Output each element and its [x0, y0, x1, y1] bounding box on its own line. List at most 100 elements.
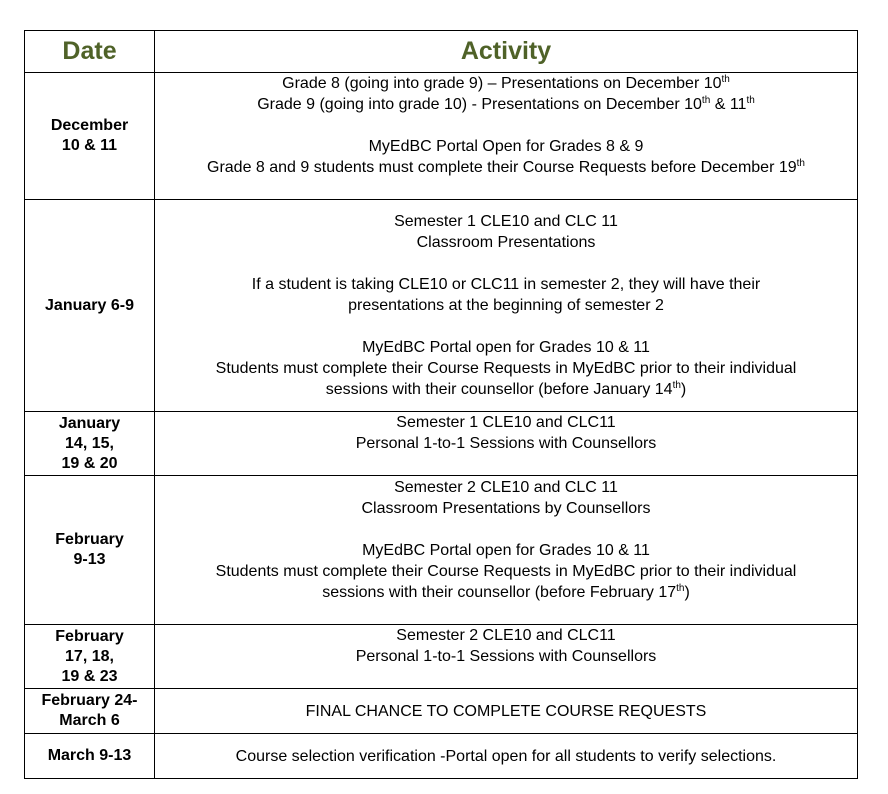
activity-text: sessions with their counsellor (before J… [325, 381, 673, 398]
activity-line: MyEdBC Portal Open for Grades 8 & 9 [155, 136, 857, 157]
date-cell: February 24- March 6 [24, 688, 155, 734]
activity-text: Personal 1-to-1 Sessions with Counsellor… [355, 435, 657, 452]
activity-line [155, 316, 857, 337]
activity-line: sessions with their counsellor (before F… [155, 582, 857, 603]
activity-line [155, 667, 857, 688]
date-cell: January 6-9 [24, 199, 155, 412]
activity-text: sessions with their counsellor (before F… [322, 583, 677, 601]
date-line: March 6 [59, 712, 120, 729]
ordinal-suffix: th [672, 380, 681, 391]
date-cell: December 10 & 11 [24, 72, 155, 200]
activity-cell: Grade 8 (going into grade 9) – Presentat… [154, 72, 858, 200]
activity-line [155, 178, 857, 199]
activity-text: Semester 2 CLE10 and CLC11 [396, 627, 616, 644]
date-header: Date [24, 30, 155, 73]
activity-text: Semester 1 CLE10 and CLC 11 [394, 213, 618, 230]
ordinal-suffix: th [746, 95, 755, 106]
activity-line: Grade 9 (going into grade 10) - Presenta… [155, 94, 857, 115]
activity-text: Classroom Presentations [416, 234, 596, 251]
activity-line [155, 603, 857, 624]
activity-line: Personal 1-to-1 Sessions with Counsellor… [155, 646, 857, 667]
activity-text: ) [684, 583, 690, 601]
table-row: February 17, 18, 19 & 23 Semester 2 CLE10 a… [24, 624, 858, 689]
table-row: February 9-13 Semester 2 CLE10 and CLC 11 C… [24, 475, 858, 625]
ordinal-suffix: th [676, 582, 685, 594]
activity-line: Semester 2 CLE10 and CLC11 [155, 625, 857, 646]
activity-line: presentations at the beginning of semest… [155, 295, 857, 316]
ordinal-suffix: th [796, 158, 805, 169]
date-cell: February 9-13 [24, 475, 155, 625]
activity-text: FINAL CHANCE TO COMPLETE COURSE REQUESTS [305, 702, 707, 720]
activity-cell: FINAL CHANCE TO COMPLETE COURSE REQUESTS [154, 688, 858, 734]
date-line: 9-13 [73, 551, 106, 568]
table-row: December 10 & 11 Grade 8 (going into grade… [24, 72, 858, 200]
activity-line: Personal 1-to-1 Sessions with Counsellor… [155, 433, 857, 454]
date-line: January 6-9 [45, 296, 134, 314]
activity-cell: Semester 1 CLE10 and CLC11 Personal 1-to-… [154, 411, 858, 476]
date-line: February [55, 531, 124, 548]
activity-line [155, 454, 857, 475]
ordinal-suffix: th [721, 74, 730, 85]
activity-line [155, 115, 857, 136]
activity-text: Classroom Presentations by Counsellors [361, 499, 651, 517]
activity-line: sessions with their counsellor (before J… [155, 379, 857, 400]
activity-text: Grade 9 (going into grade 10) - Presenta… [257, 96, 702, 113]
date-cell: March 9-13 [24, 733, 155, 779]
activity-text: MyEdBC Portal open for Grades 10 & 11 [362, 339, 650, 356]
activity-text: presentations at the beginning of semest… [348, 297, 664, 314]
activity-line: Classroom Presentations [155, 232, 857, 253]
table-row: March 9-13 Course selection verification … [24, 733, 858, 779]
date-line: February 24- [41, 692, 138, 709]
activity-cell: Semester 2 CLE10 and CLC 11 Classroom Pre… [154, 475, 858, 625]
activity-line: Grade 8 and 9 students must complete the… [155, 157, 857, 178]
activity-text: MyEdBC Portal Open for Grades 8 & 9 [368, 138, 644, 155]
activity-text: If a student is taking CLE10 or CLC11 in… [251, 276, 761, 293]
activity-cell: Semester 1 CLE10 and CLC 11 Classroom Pre… [154, 199, 858, 412]
date-line: 10 & 11 [61, 137, 118, 154]
header-row: Date Activity [24, 30, 858, 73]
activity-text: Students must complete their Course Requ… [215, 562, 797, 580]
ordinal-suffix: th [701, 95, 711, 106]
activity-text: Personal 1-to-1 Sessions with Counsellor… [355, 648, 657, 665]
date-line: January [58, 414, 121, 432]
table-row: January 14, 15, 19 & 20 Semester 1 CLE10 an… [24, 411, 858, 476]
activity-line: If a student is taking CLE10 or CLC11 in… [155, 274, 857, 295]
table-row: February 24- March 6 FINAL CHANCE TO COMPL… [24, 688, 858, 734]
activity-cell: Semester 2 CLE10 and CLC11 Personal 1-to-… [154, 624, 858, 689]
activity-line: Students must complete their Course Requ… [155, 561, 857, 582]
activity-text: MyEdBC Portal open for Grades 10 & 11 [362, 541, 650, 559]
activity-text: Students must complete their Course Requ… [215, 360, 797, 377]
date-cell: January 14, 15, 19 & 20 [24, 411, 155, 476]
activity-text: Semester 2 CLE10 and CLC 11 [394, 478, 618, 496]
activity-text: ) [680, 381, 687, 398]
date-line: March 9-13 [47, 747, 132, 764]
date-line: 17, 18, [65, 647, 114, 665]
date-line: February [55, 627, 124, 645]
date-line: 14, 15, [65, 434, 114, 452]
activity-cell: Course selection verification -Portal op… [154, 733, 858, 779]
activity-line: Classroom Presentations by Counsellors [155, 498, 857, 519]
activity-line: Grade 8 (going into grade 9) – Presentat… [155, 73, 857, 94]
activity-line: Semester 2 CLE10 and CLC 11 [155, 477, 857, 498]
activity-text: Semester 1 CLE10 and CLC11 [396, 414, 616, 431]
table-row: January 6-9 Semester 1 CLE10 and CLC 11 Cl… [24, 199, 858, 412]
date-line: December [50, 117, 129, 134]
activity-text: Grade 8 and 9 students must complete the… [207, 159, 797, 176]
activity-line [155, 253, 857, 274]
activity-line: Course selection verification -Portal op… [155, 746, 857, 767]
date-line: 19 & 20 [61, 454, 118, 472]
activity-line: MyEdBC Portal open for Grades 10 & 11 [155, 540, 857, 561]
date-cell: February 17, 18, 19 & 23 [24, 624, 155, 689]
activity-line: MyEdBC Portal open for Grades 10 & 11 [155, 337, 857, 358]
activity-header: Activity [154, 30, 858, 73]
activity-line [155, 519, 857, 540]
activity-line: Semester 1 CLE10 and CLC11 [155, 412, 857, 433]
activity-line: FINAL CHANCE TO COMPLETE COURSE REQUESTS [155, 701, 857, 722]
activity-text: Course selection verification -Portal op… [235, 747, 777, 765]
activity-text: & 11 [710, 96, 747, 113]
activity-line: Students must complete their Course Requ… [155, 358, 857, 379]
schedule-table: Date Activity December 10 & 11 Grade 8 (go… [24, 30, 858, 779]
activity-line: Semester 1 CLE10 and CLC 11 [155, 211, 857, 232]
date-line: 19 & 23 [61, 667, 118, 685]
activity-text: Grade 8 (going into grade 9) – Presentat… [282, 75, 722, 92]
